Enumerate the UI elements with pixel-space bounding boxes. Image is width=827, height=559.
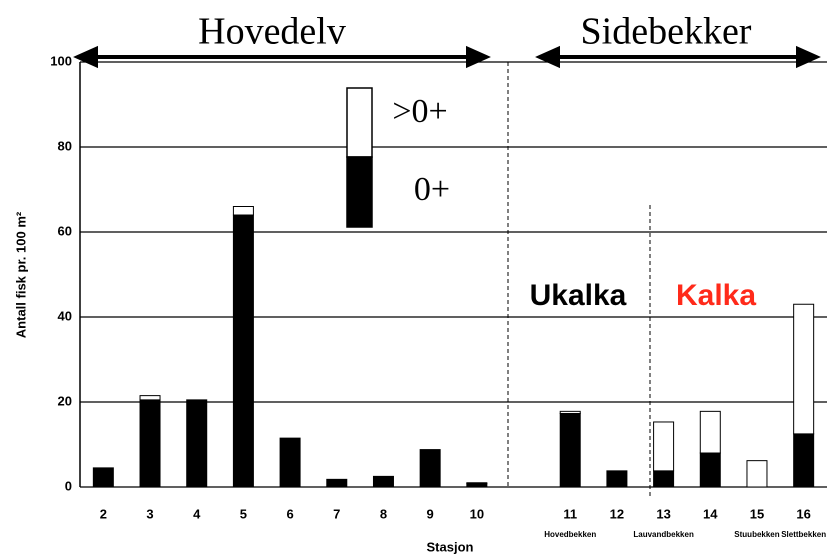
- header-main: Hovedelv: [198, 11, 346, 53]
- x-tick-label: 16: [796, 506, 810, 521]
- bar-segment: [139, 399, 161, 488]
- legend-swatch: [346, 156, 373, 228]
- station-name: Lauvandbekken: [633, 530, 694, 539]
- bar-segment: [699, 452, 721, 488]
- bar-segment: [793, 433, 815, 488]
- header-side: Sidebekker: [581, 11, 752, 53]
- bar-segment: [186, 399, 208, 488]
- bar-segment: [92, 467, 114, 488]
- y-tick-label: 100: [50, 53, 72, 68]
- x-tick-label: 4: [193, 506, 201, 521]
- bar-segment: [746, 460, 768, 488]
- y-tick-label: 20: [58, 393, 72, 408]
- x-tick-label: 5: [240, 506, 247, 521]
- bar-segment: [559, 412, 581, 488]
- bar-segment: [653, 421, 675, 472]
- bar-segment: [606, 470, 628, 488]
- bar-segment: [466, 482, 488, 485]
- x-tick-label: 15: [750, 506, 764, 521]
- x-tick-label: 13: [656, 506, 670, 521]
- x-tick-label: 2: [100, 506, 107, 521]
- x-tick-label: 6: [286, 506, 293, 521]
- bar-segment: [279, 437, 301, 488]
- legend-label: 0+: [414, 171, 450, 208]
- bar-segment: [699, 410, 721, 454]
- x-tick-label: 8: [380, 506, 387, 521]
- annotation: Kalka: [676, 279, 756, 312]
- station-name: Slettbekken: [781, 530, 826, 539]
- annotation: Ukalka: [530, 279, 627, 312]
- y-tick-label: 0: [65, 478, 72, 493]
- bar-segment: [139, 395, 161, 401]
- x-tick-label: 11: [563, 506, 577, 521]
- bar-segment: [326, 478, 348, 488]
- bar-segment: [653, 470, 675, 488]
- bar-segment: [466, 483, 488, 488]
- x-tick-label: 14: [703, 506, 718, 521]
- bar-segment: [372, 475, 394, 488]
- bar-segment: [232, 206, 254, 216]
- y-axis-label: Antall fisk pr. 100 m²: [13, 211, 28, 338]
- x-tick-label: 10: [470, 506, 484, 521]
- bar-segment: [559, 410, 581, 414]
- x-tick-label: 9: [427, 506, 434, 521]
- x-tick-label: 12: [610, 506, 624, 521]
- bar-segment: [419, 449, 441, 488]
- y-tick-label: 40: [58, 308, 72, 323]
- y-tick-label: 80: [58, 138, 72, 153]
- station-name: Hovedbekken: [544, 530, 596, 539]
- legend-swatch: [346, 87, 373, 158]
- arrows: [73, 45, 821, 69]
- x-tick-label: 3: [146, 506, 153, 521]
- x-tick-label: 7: [333, 506, 340, 521]
- bar-segment: [232, 214, 254, 488]
- legend-label: >0+: [392, 93, 447, 130]
- y-tick-label: 60: [58, 223, 72, 238]
- bar-segment: [793, 303, 815, 435]
- station-name: Stuubekken: [734, 530, 779, 539]
- x-axis-label: Stasjon: [427, 539, 474, 554]
